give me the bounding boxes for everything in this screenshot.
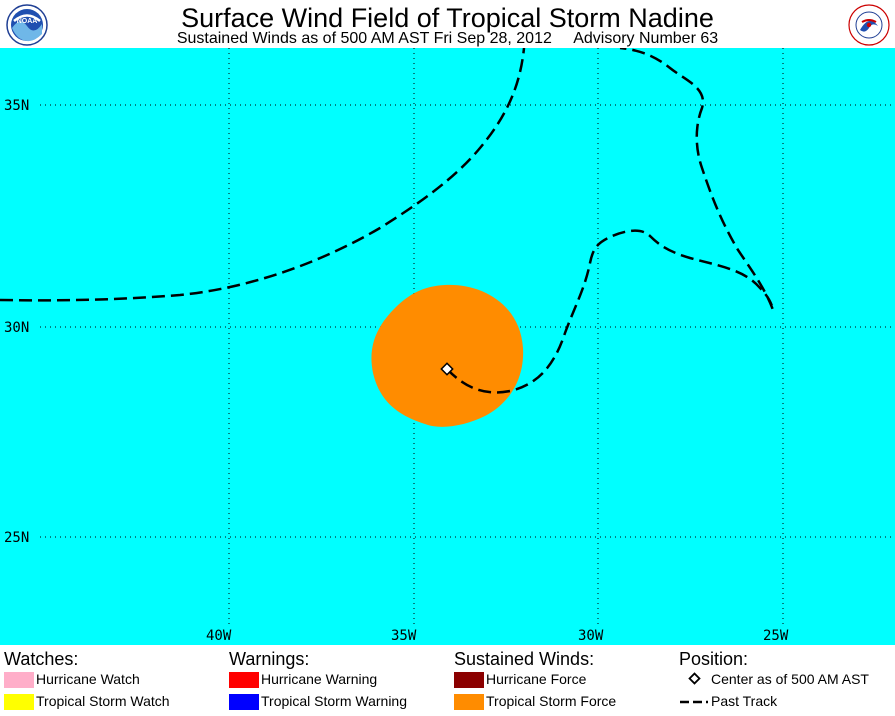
legend-warnings: Warnings: [229, 649, 309, 669]
legend-position-title: Position: [679, 649, 749, 669]
header: NOAA Surface Wind Field of Tropical Stor… [0, 0, 895, 48]
storm-center-marker [440, 362, 454, 376]
national-weather-service-logo [848, 4, 890, 46]
legend-item-label: Hurricane Watch [36, 671, 140, 687]
legend-watches: Watches: [4, 649, 78, 669]
map-subtitle: Sustained Winds as of 500 AM AST Fri Sep… [176, 30, 719, 47]
legend-warnings-title: Warnings: [229, 649, 310, 669]
hurricane-force-swatch [454, 672, 484, 688]
legend-item-label: Past Track [711, 693, 778, 709]
legend-winds-title: Sustained Winds: [454, 649, 595, 669]
lon-label-30w: 30W [578, 628, 604, 644]
tropical-storm-force-swatch [454, 694, 484, 710]
wind-field-map: 35N 30N 25N 40W 35W 30W 25W [0, 48, 895, 645]
legend-position: Position: [679, 649, 748, 669]
lon-label-25w: 25W [763, 628, 789, 644]
legend-watches-title: Watches: [4, 649, 79, 669]
hurricane-warning-swatch [229, 672, 259, 688]
legend-item-label: Tropical Storm Watch [36, 693, 170, 709]
legend-item-label: Hurricane Warning [261, 671, 378, 687]
map-canvas: 35N 30N 25N 40W 35W 30W 25W [0, 48, 895, 645]
hurricane-watch-swatch [4, 672, 34, 688]
past-track-line [446, 48, 775, 394]
tropical-storm-watch-swatch [4, 694, 34, 710]
legend-item-label: Center as of 500 AM AST [711, 671, 869, 687]
legend-item-label: Tropical Storm Force [486, 693, 617, 709]
lat-label-25n: 25N [4, 530, 29, 546]
legend-item-label: Tropical Storm Warning [261, 693, 408, 709]
lat-label-35n: 35N [4, 98, 29, 114]
past-track-line [0, 48, 526, 302]
svg-text:NOAA: NOAA [17, 18, 38, 25]
tropical-storm-warning-swatch [229, 694, 259, 710]
diamond-icon [688, 672, 701, 685]
dashed-line-icon [680, 700, 708, 704]
legend: Watches: Hurricane Watch Tropical Storm … [0, 645, 895, 716]
lat-label-30n: 30N [4, 320, 29, 336]
map-title: Surface Wind Field of Tropical Storm Nad… [181, 3, 714, 33]
lon-label-35w: 35W [391, 628, 417, 644]
noaa-logo: NOAA [6, 4, 48, 46]
lon-label-40w: 40W [206, 628, 232, 644]
legend-sustained-winds: Sustained Winds: [454, 649, 594, 669]
legend-item-label: Hurricane Force [486, 671, 587, 687]
